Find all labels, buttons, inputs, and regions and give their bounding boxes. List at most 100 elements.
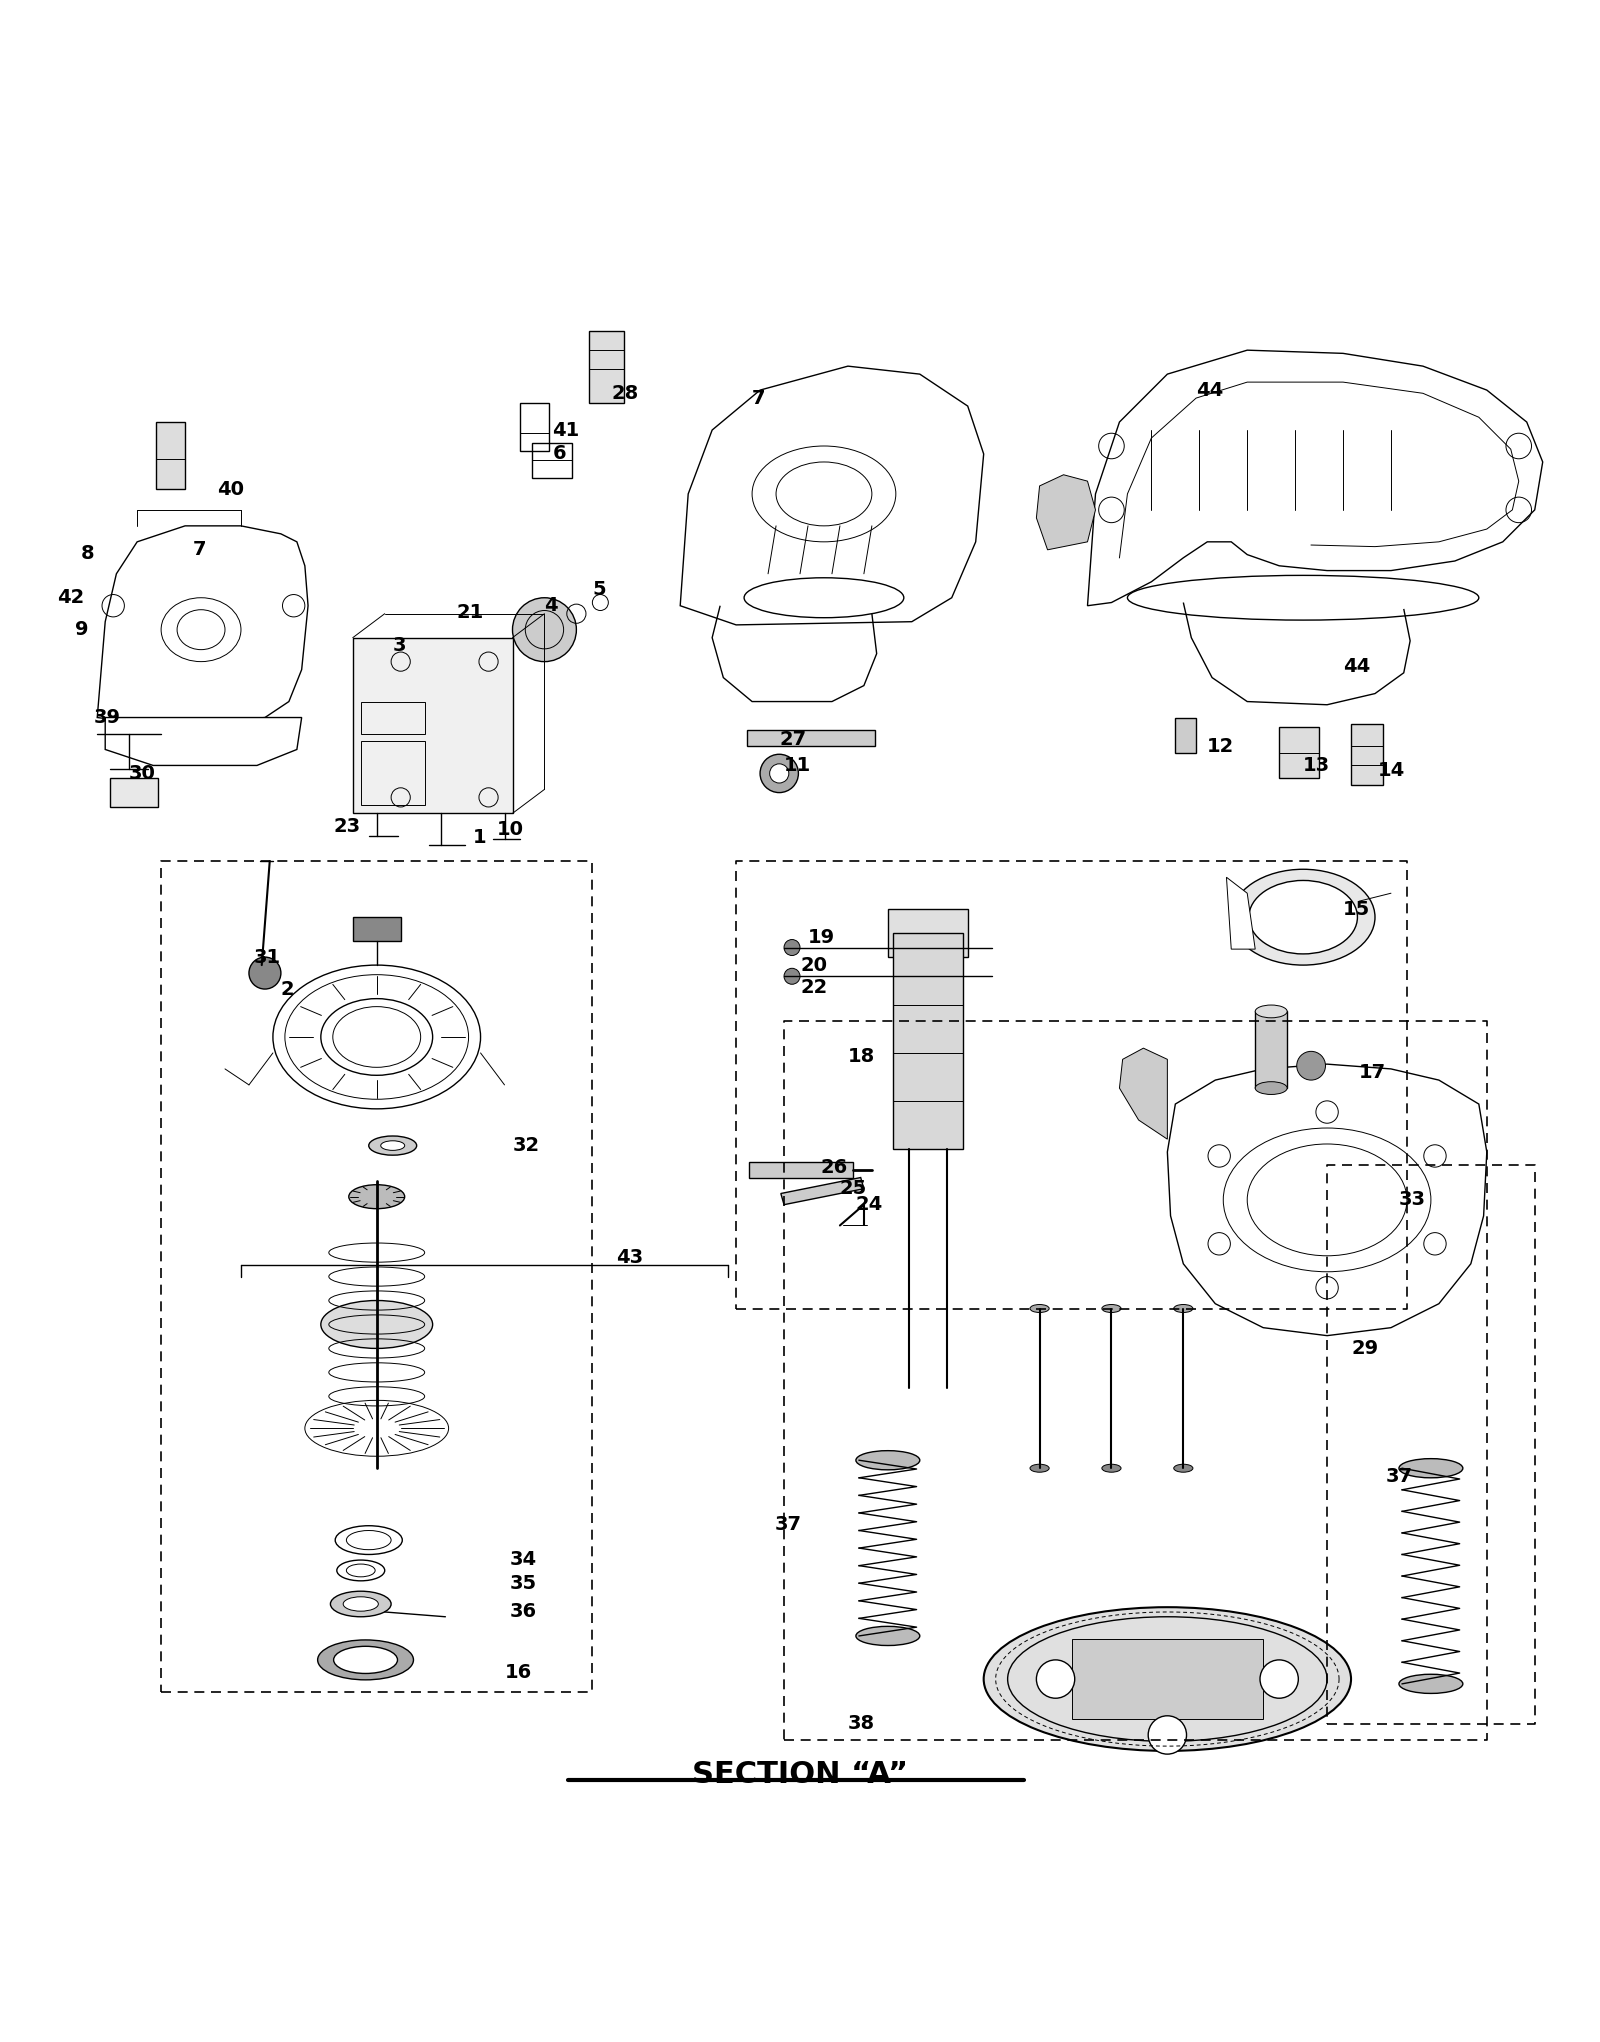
Text: 44: 44: [1197, 380, 1224, 400]
Polygon shape: [1120, 1048, 1168, 1139]
Text: 20: 20: [800, 956, 827, 974]
Bar: [360, 702, 424, 733]
Polygon shape: [781, 1178, 864, 1205]
Text: 41: 41: [552, 421, 579, 439]
Text: 43: 43: [616, 1248, 643, 1266]
Ellipse shape: [1030, 1305, 1050, 1313]
Bar: [1278, 727, 1318, 778]
Text: 31: 31: [254, 947, 282, 966]
Ellipse shape: [1398, 1674, 1462, 1693]
Polygon shape: [1037, 474, 1096, 549]
Text: 28: 28: [611, 384, 638, 402]
Text: 5: 5: [592, 580, 606, 598]
Circle shape: [1296, 1052, 1325, 1080]
Bar: [110, 778, 158, 807]
Ellipse shape: [368, 1135, 416, 1156]
Text: 18: 18: [848, 1048, 875, 1066]
Ellipse shape: [349, 1184, 405, 1209]
Ellipse shape: [1174, 1464, 1194, 1472]
Text: 15: 15: [1342, 901, 1370, 919]
Circle shape: [760, 753, 798, 792]
Text: 3: 3: [392, 637, 406, 655]
Text: 8: 8: [82, 543, 94, 562]
Text: 22: 22: [800, 978, 827, 996]
Text: 2: 2: [282, 980, 294, 999]
Bar: [1350, 725, 1382, 784]
Bar: [157, 423, 186, 490]
Circle shape: [512, 598, 576, 662]
Ellipse shape: [1030, 1464, 1050, 1472]
Ellipse shape: [856, 1450, 920, 1470]
Ellipse shape: [1398, 1458, 1462, 1478]
Polygon shape: [1176, 717, 1197, 753]
Polygon shape: [1168, 1064, 1486, 1335]
Ellipse shape: [381, 1141, 405, 1150]
Text: 9: 9: [75, 621, 88, 639]
Polygon shape: [1088, 349, 1542, 606]
Text: 26: 26: [821, 1158, 848, 1178]
Text: 14: 14: [1378, 762, 1405, 780]
Text: 1: 1: [472, 827, 486, 847]
Circle shape: [770, 764, 789, 782]
Ellipse shape: [1232, 870, 1374, 966]
Text: 11: 11: [784, 756, 811, 776]
Text: 42: 42: [58, 588, 85, 606]
Text: 10: 10: [496, 819, 523, 839]
Text: SECTION “A”: SECTION “A”: [691, 1760, 909, 1789]
Polygon shape: [106, 717, 302, 766]
Circle shape: [250, 958, 282, 988]
Ellipse shape: [1256, 1082, 1286, 1095]
Bar: [749, 1162, 853, 1178]
Text: 29: 29: [1350, 1340, 1378, 1358]
Circle shape: [1037, 1660, 1075, 1699]
Bar: [531, 443, 571, 478]
Ellipse shape: [1250, 880, 1357, 954]
Circle shape: [784, 939, 800, 956]
Ellipse shape: [334, 1646, 397, 1674]
Ellipse shape: [331, 1591, 390, 1617]
Bar: [1256, 1011, 1286, 1088]
Polygon shape: [1227, 878, 1256, 950]
Bar: [888, 909, 968, 958]
Text: 21: 21: [456, 602, 483, 621]
Bar: [747, 731, 875, 745]
Text: 27: 27: [779, 731, 806, 749]
Text: 39: 39: [94, 709, 122, 727]
Text: 16: 16: [504, 1662, 531, 1683]
Text: 35: 35: [509, 1574, 536, 1593]
Text: 33: 33: [1398, 1190, 1426, 1209]
Bar: [352, 637, 512, 813]
Text: 17: 17: [1358, 1062, 1386, 1082]
Circle shape: [1261, 1660, 1298, 1699]
Circle shape: [784, 968, 800, 984]
Text: 19: 19: [808, 929, 835, 947]
Text: 34: 34: [509, 1550, 536, 1568]
Bar: [520, 402, 549, 451]
Text: 6: 6: [552, 445, 566, 464]
Polygon shape: [98, 527, 309, 725]
Ellipse shape: [856, 1625, 920, 1646]
Ellipse shape: [1256, 1005, 1286, 1017]
Text: 32: 32: [512, 1135, 539, 1156]
Polygon shape: [1072, 1640, 1262, 1719]
Text: 38: 38: [848, 1715, 875, 1734]
Text: 44: 44: [1342, 658, 1370, 676]
Ellipse shape: [1102, 1464, 1122, 1472]
Text: 7: 7: [194, 541, 206, 560]
Bar: [352, 917, 400, 941]
Ellipse shape: [1174, 1305, 1194, 1313]
Bar: [893, 933, 963, 1150]
Text: 37: 37: [774, 1515, 802, 1534]
Text: 30: 30: [130, 764, 157, 782]
Text: 7: 7: [752, 388, 765, 408]
Ellipse shape: [322, 1301, 432, 1348]
Circle shape: [1149, 1715, 1187, 1754]
Polygon shape: [680, 366, 984, 625]
Text: 4: 4: [544, 596, 558, 615]
Bar: [360, 741, 424, 805]
Text: 25: 25: [840, 1178, 867, 1199]
Bar: [589, 331, 624, 402]
Text: 24: 24: [856, 1195, 883, 1215]
Ellipse shape: [342, 1597, 378, 1611]
Ellipse shape: [1102, 1305, 1122, 1313]
